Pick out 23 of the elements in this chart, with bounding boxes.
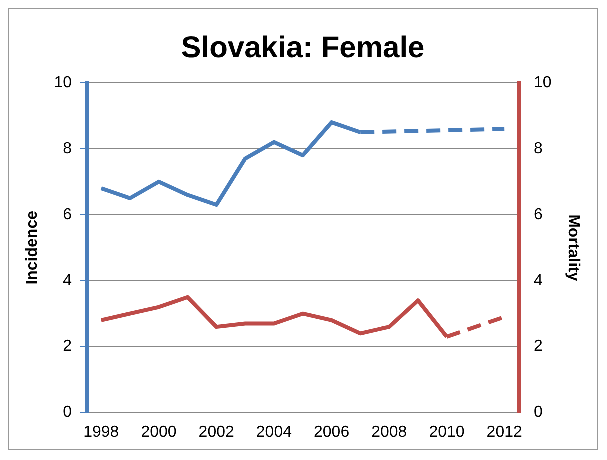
y-tick-label: 6 xyxy=(63,206,72,224)
y2-axis-title: Mortality xyxy=(564,214,582,282)
x-tick-label: 2000 xyxy=(141,424,177,441)
y2-tick-label: 4 xyxy=(534,272,544,290)
x-tick-label: 1998 xyxy=(84,424,120,441)
x-tick-label: 2006 xyxy=(314,424,350,441)
x-tick-label: 2008 xyxy=(372,424,408,441)
y-tick-label: 8 xyxy=(63,140,72,158)
y-tick-label: 4 xyxy=(63,272,72,290)
y-tick-label: 2 xyxy=(63,338,72,356)
y2-tick-label: 6 xyxy=(534,206,544,224)
y-tick-label: 10 xyxy=(54,74,72,92)
y-axis-title: Incidence xyxy=(24,210,42,285)
x-tick-label: 2004 xyxy=(256,424,292,441)
x-tick-label: 2012 xyxy=(486,424,522,441)
y-tick-label: 0 xyxy=(63,404,72,422)
chart-title: Slovakia: Female xyxy=(181,31,425,64)
y2-tick-label: 8 xyxy=(534,140,544,158)
x-tick-label: 2010 xyxy=(429,424,465,441)
x-tick-label: 2002 xyxy=(198,424,234,441)
y2-tick-label: 10 xyxy=(534,74,552,92)
y2-tick-label: 0 xyxy=(534,404,544,422)
y2-tick-label: 2 xyxy=(534,338,544,356)
